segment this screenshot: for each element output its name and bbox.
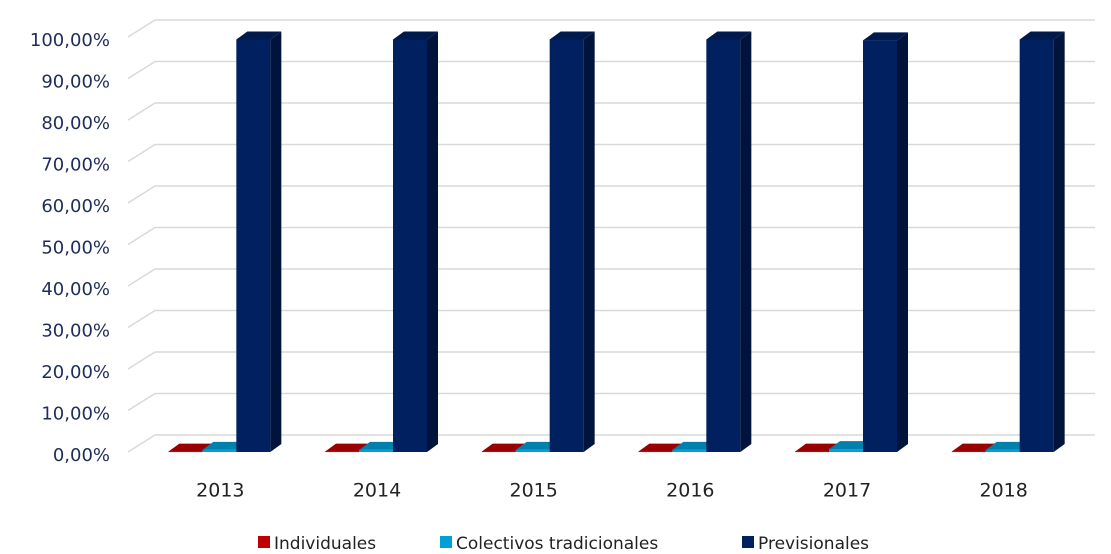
bar [549, 39, 584, 453]
bar [985, 449, 1020, 452]
grid-line [127, 185, 1095, 204]
bar [168, 451, 203, 453]
bar [863, 40, 897, 452]
bar [951, 451, 986, 453]
bar [393, 39, 427, 453]
x-tick-label: 2013 [196, 480, 244, 502]
grid-line [127, 434, 1095, 453]
y-tick-label: 100,00% [30, 30, 110, 51]
legend-swatch [440, 536, 452, 548]
grid-line [127, 60, 1095, 80]
bar-top [1019, 31, 1065, 40]
bar-top [863, 32, 908, 41]
y-tick-label: 90,00% [41, 72, 110, 93]
bar-top [359, 441, 404, 450]
bar-top [202, 441, 248, 450]
x-tick-label: 2017 [823, 480, 871, 502]
bar-side [897, 32, 908, 452]
bar-side [427, 31, 438, 453]
bar-side [270, 31, 282, 453]
bar-top [168, 443, 214, 452]
bar-top [549, 31, 595, 40]
bar [325, 451, 359, 453]
y-tick-label: 60,00% [41, 196, 110, 217]
bar-side [1053, 31, 1065, 453]
bar [236, 39, 271, 453]
bar-top [515, 441, 561, 450]
grid-line [127, 392, 1095, 412]
x-tick-label: 2018 [979, 480, 1027, 502]
y-tick-label: 10,00% [41, 404, 110, 425]
grid-line [127, 226, 1095, 246]
bar-top [325, 443, 370, 452]
grid-line [127, 268, 1095, 287]
bar [829, 449, 863, 452]
bar [1019, 39, 1054, 453]
bar-top [951, 443, 997, 452]
bar-top [638, 443, 684, 452]
bar [202, 449, 237, 452]
y-tick-label: 0,00% [53, 445, 110, 466]
bar-top [985, 441, 1031, 450]
grid-line [127, 309, 1095, 329]
grid-line [127, 351, 1095, 370]
bar [795, 451, 829, 453]
y-tick-label: 70,00% [41, 155, 110, 176]
bar [638, 451, 673, 453]
x-tick-label: 2014 [353, 480, 401, 502]
bar [515, 449, 550, 452]
bar-top [672, 441, 718, 450]
y-tick-label: 50,00% [41, 238, 110, 259]
bar [706, 39, 741, 453]
legend-label: Previsionales [758, 534, 869, 554]
bar-top [393, 31, 438, 40]
bar-top [481, 443, 527, 452]
y-tick-label: 40,00% [41, 279, 110, 300]
bar-side [740, 31, 752, 453]
bar-top [829, 441, 874, 450]
y-tick-label: 20,00% [41, 362, 110, 383]
bar [672, 449, 707, 452]
y-tick-label: 80,00% [41, 113, 110, 134]
legend-label: Individuales [274, 534, 376, 554]
bar-side [583, 31, 595, 453]
grid-line [127, 143, 1095, 163]
y-tick-label: 30,00% [41, 321, 110, 342]
legend-swatch [742, 536, 754, 548]
bar-top [795, 443, 840, 452]
x-tick-label: 2015 [509, 480, 557, 502]
grid-line [127, 19, 1095, 38]
grid-line [127, 102, 1095, 121]
bar [359, 449, 393, 452]
bar-top [706, 31, 752, 40]
legend-swatch [258, 536, 270, 548]
bar-top [236, 31, 282, 40]
legend-label: Colectivos tradicionales [456, 534, 658, 554]
bar [481, 451, 516, 453]
x-tick-label: 2016 [666, 480, 714, 502]
